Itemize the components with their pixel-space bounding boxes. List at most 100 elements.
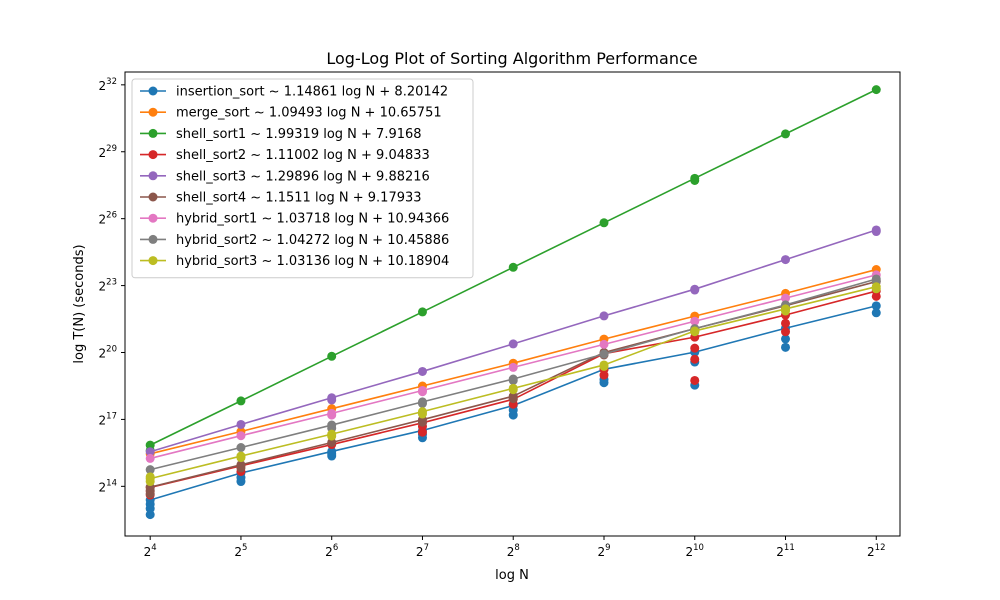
- data-point: [236, 431, 246, 441]
- x-tick-label: 27: [416, 543, 429, 559]
- data-point: [781, 304, 791, 314]
- legend-marker: [148, 234, 158, 244]
- data-point: [508, 262, 518, 272]
- x-axis: 24 25 26 27 28 29 210 211 212: [144, 536, 886, 559]
- x-tick-label: 212: [867, 543, 885, 559]
- data-point: [508, 339, 518, 349]
- legend-label: hybrid_sort2 ~ 1.04272 log N + 10.45886: [176, 233, 449, 248]
- legend-label: merge_sort ~ 1.09493 log N + 10.65751: [176, 106, 442, 121]
- x-tick-label: 28: [507, 543, 520, 559]
- data-point: [508, 383, 518, 393]
- data-point: [871, 225, 881, 235]
- legend-item: hybrid_sort3 ~ 1.03136 log N + 10.18904: [140, 254, 449, 269]
- data-point: [871, 85, 881, 95]
- y-axis: 214 217 220 223 226 229 232: [99, 77, 125, 494]
- legend-marker: [148, 86, 158, 96]
- legend-item: shell_sort2 ~ 1.11002 log N + 9.04833: [140, 148, 430, 163]
- y-tick-label: 232: [99, 77, 117, 93]
- data-point: [781, 255, 791, 265]
- data-point: [690, 284, 700, 294]
- data-point: [236, 451, 246, 461]
- plot-frame: [124, 71, 901, 537]
- data-point: [236, 396, 246, 406]
- data-point: [690, 316, 700, 326]
- data-point: [327, 429, 337, 439]
- x-tick-label: 25: [234, 543, 247, 559]
- data-point: [781, 129, 791, 139]
- y-tick-label: 223: [99, 278, 117, 294]
- data-point: [417, 307, 427, 317]
- legend-item: shell_sort3 ~ 1.29896 log N + 9.88216: [140, 169, 430, 184]
- legend-marker: [148, 107, 158, 117]
- data-point: [417, 397, 427, 407]
- legend-box: [131, 78, 474, 279]
- data-point: [871, 301, 881, 311]
- data-point: [599, 311, 609, 321]
- data-point: [690, 354, 700, 364]
- legend-item: hybrid_sort2 ~ 1.04272 log N + 10.45886: [140, 233, 449, 248]
- series-line: [150, 278, 877, 471]
- data-point: [690, 326, 700, 336]
- legend-item: merge_sort ~ 1.09493 log N + 10.65751: [140, 106, 442, 121]
- data-point: [327, 393, 337, 403]
- data-point: [599, 339, 609, 349]
- data-point: [236, 443, 246, 453]
- data-point: [327, 420, 337, 430]
- data-point: [781, 342, 791, 352]
- data-point: [145, 447, 155, 457]
- legend-marker: [148, 192, 158, 202]
- data-point: [145, 472, 155, 482]
- data-point: [690, 343, 700, 353]
- y-tick-label: 214: [99, 478, 117, 494]
- data-point: [599, 218, 609, 228]
- data-point: [508, 362, 518, 372]
- legend-item: insertion_sort ~ 1.14861 log N + 8.20142: [140, 85, 448, 100]
- series-1: [145, 265, 881, 459]
- data-point: [508, 391, 518, 401]
- data-point: [417, 407, 427, 417]
- legend-item: shell_sort1 ~ 1.99319 log N + 7.9168: [140, 127, 422, 142]
- data-point: [599, 360, 609, 370]
- legend-item: shell_sort4 ~ 1.1511 log N + 9.17933: [140, 191, 422, 206]
- data-point: [871, 308, 881, 318]
- data-point: [417, 385, 427, 395]
- y-axis-label: log T(N) (seconds): [72, 244, 87, 363]
- series-0: [145, 301, 881, 520]
- series-7: [145, 274, 881, 475]
- legend-marker: [148, 256, 158, 266]
- y-tick-label: 220: [99, 344, 117, 360]
- legend-marker: [148, 171, 158, 181]
- data-point: [327, 408, 337, 418]
- data-point: [781, 327, 791, 337]
- data-point: [599, 349, 609, 359]
- data-point: [781, 293, 791, 303]
- data-point: [236, 419, 246, 429]
- legend-label: hybrid_sort1 ~ 1.03718 log N + 10.94366: [176, 212, 449, 227]
- series-8: [145, 282, 881, 487]
- data-point: [871, 274, 881, 284]
- legend: insertion_sort ~ 1.14861 log N + 8.20142…: [131, 78, 474, 279]
- chart-title: Log-Log Plot of Sorting Algorithm Perfor…: [326, 49, 697, 68]
- plot-area: [145, 85, 881, 520]
- x-tick-label: 29: [597, 543, 610, 559]
- y-tick-label: 229: [99, 144, 117, 160]
- data-point: [690, 375, 700, 385]
- x-axis-label: log N: [495, 568, 529, 583]
- x-tick-label: 26: [325, 543, 338, 559]
- legend-marker: [148, 128, 158, 138]
- data-point: [871, 282, 881, 292]
- data-point: [417, 366, 427, 376]
- series-6: [145, 270, 881, 463]
- legend-label: hybrid_sort3 ~ 1.03136 log N + 10.18904: [176, 254, 449, 269]
- legend-label: shell_sort1 ~ 1.99319 log N + 7.9168: [176, 127, 422, 142]
- y-tick-label: 226: [99, 211, 117, 227]
- legend-label: shell_sort2 ~ 1.11002 log N + 9.04833: [176, 148, 430, 163]
- data-point: [145, 465, 155, 475]
- legend-label: insertion_sort ~ 1.14861 log N + 8.20142: [176, 85, 448, 100]
- x-tick-label: 211: [776, 543, 794, 559]
- data-point: [145, 440, 155, 450]
- data-point: [145, 453, 155, 463]
- legend-label: shell_sort3 ~ 1.29896 log N + 9.88216: [176, 169, 430, 184]
